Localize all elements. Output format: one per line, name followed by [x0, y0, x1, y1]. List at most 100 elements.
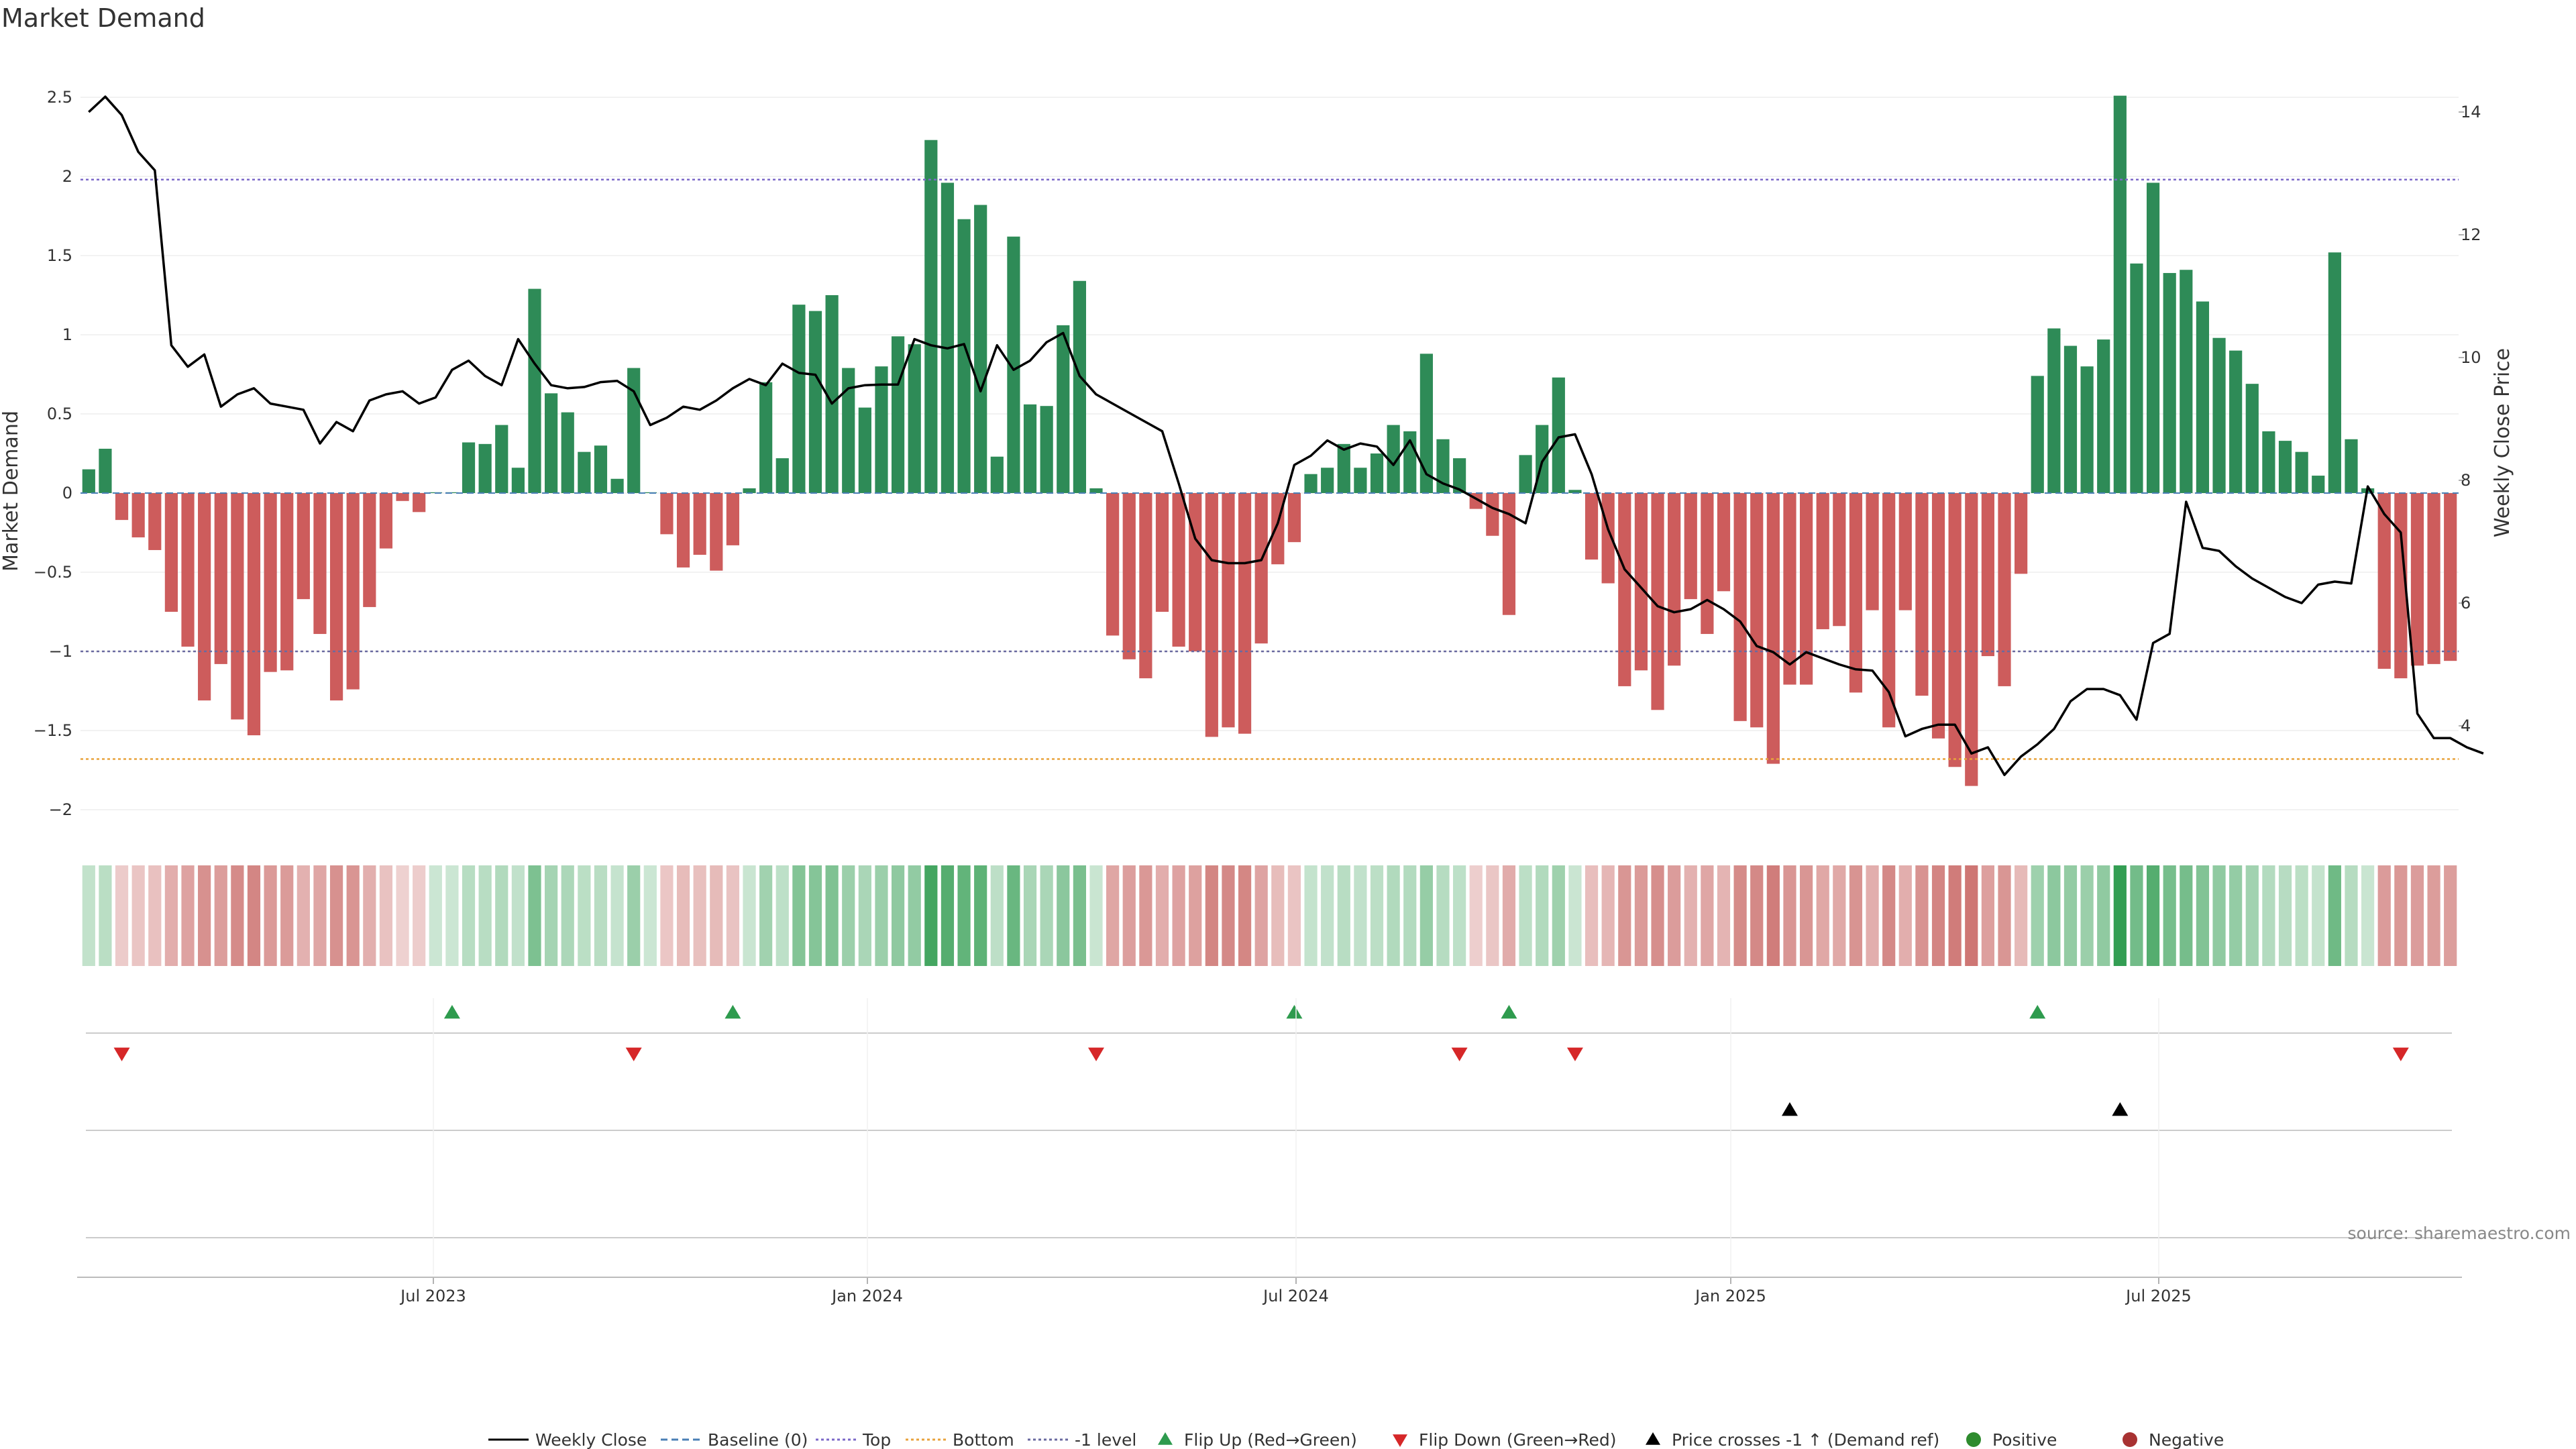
demand-bar — [1057, 325, 1070, 493]
price-layer — [88, 95, 2484, 776]
heat-cell — [2328, 865, 2341, 966]
demand-bar — [264, 493, 277, 672]
y-left-label: Market Demand — [0, 411, 23, 572]
demand-bar — [2031, 376, 2044, 493]
flip-up-marker — [2029, 1005, 2046, 1019]
heat-cell — [1651, 865, 1664, 966]
heat-cell — [1387, 865, 1400, 966]
heat-cell — [1750, 865, 1764, 966]
demand-bar — [1981, 493, 1994, 657]
demand-bar — [1089, 488, 1103, 493]
demand-bar — [1254, 493, 1268, 644]
demand-bar — [808, 311, 822, 493]
y-left-tick-label: 1 — [62, 325, 72, 344]
heat-cell — [297, 865, 310, 966]
heat-cell — [313, 865, 327, 966]
demand-bar — [693, 493, 706, 555]
legend-entry: Flip Up (Red→Green) — [1158, 1430, 1357, 1449]
heat-cell — [1634, 865, 1648, 966]
heat-cell — [2146, 865, 2160, 966]
demand-bar — [297, 493, 310, 600]
demand-bar — [1172, 493, 1185, 647]
heat-cell — [1436, 865, 1450, 966]
flip-down-marker — [2392, 1047, 2409, 1061]
y-left-tick-label: −1.5 — [34, 721, 72, 740]
heat-cell — [231, 865, 244, 966]
heat-cell — [413, 865, 426, 966]
heat-cell — [990, 865, 1004, 966]
demand-bar — [1519, 455, 1532, 493]
heat-cell — [941, 865, 955, 966]
demand-bar — [1552, 377, 1565, 493]
legend-entry: Price crosses -1 ↑ (Demand ref) — [1646, 1430, 1939, 1449]
heat-cell — [1089, 865, 1103, 966]
demand-bar — [1139, 493, 1152, 679]
demand-bar — [148, 493, 162, 550]
demand-bar — [610, 478, 624, 493]
heat-cell — [1057, 865, 1070, 966]
demand-bar — [1766, 493, 1780, 764]
heat-cell — [1948, 865, 1962, 966]
heat-cell — [891, 865, 905, 966]
demand-bar — [495, 425, 508, 493]
heat-cell — [2410, 865, 2424, 966]
y-right-tick-label: 10 — [2461, 348, 2481, 367]
demand-bar — [396, 493, 409, 501]
demand-bar — [1073, 280, 1086, 493]
heat-cell — [1931, 865, 1945, 966]
demand-bar — [1023, 404, 1037, 493]
heat-cell — [2113, 865, 2127, 966]
heat-cell — [610, 865, 624, 966]
heat-cell — [2245, 865, 2259, 966]
demand-bar — [1287, 493, 1301, 543]
heat-cell — [1189, 865, 1202, 966]
heat-cell — [775, 865, 789, 966]
demand-bar — [957, 219, 971, 493]
heat-cell — [643, 865, 657, 966]
demand-bar — [1585, 493, 1599, 560]
demand-bar — [413, 493, 426, 513]
demand-bar — [545, 393, 558, 493]
legend-entry: Negative — [2123, 1430, 2224, 1449]
heat-cell — [693, 865, 706, 966]
heat-cell — [1023, 865, 1037, 966]
heat-cell — [2163, 865, 2176, 966]
heat-cell — [148, 865, 162, 966]
heat-cell — [1733, 865, 1747, 966]
demand-bar — [2080, 366, 2094, 493]
heat-cell — [247, 865, 261, 966]
legend-label: Bottom — [953, 1430, 1014, 1449]
x-tick-label: Jan 2025 — [1694, 1287, 1766, 1305]
heat-cell — [2345, 865, 2358, 966]
heat-cell — [1684, 865, 1697, 966]
legend-swatch — [1966, 1432, 1981, 1447]
heat-cell — [1172, 865, 1185, 966]
heat-cell — [2097, 865, 2110, 966]
demand-bar — [1750, 493, 1764, 728]
heat-cell — [1915, 865, 1929, 966]
heat-cell — [1783, 865, 1796, 966]
demand-bar — [1106, 493, 1120, 636]
demand-bar — [2295, 451, 2308, 493]
x-tick-label: Jul 2023 — [399, 1287, 466, 1305]
demand-bar — [2180, 270, 2193, 493]
heat-cell — [627, 865, 641, 966]
demand-bar — [1684, 493, 1697, 600]
demand-bar — [280, 493, 294, 671]
demand-bar — [2097, 339, 2110, 493]
heat-cell — [2130, 865, 2143, 966]
legend-label: Flip Up (Red→Green) — [1184, 1430, 1357, 1449]
demand-bar — [2328, 252, 2341, 493]
y-right-label: Weekly Close Price — [2491, 348, 2514, 537]
heat-cell — [1552, 865, 1565, 966]
heat-cell — [495, 865, 508, 966]
grid-layer — [80, 97, 2459, 810]
demand-bar — [1915, 493, 1929, 696]
heat-cell — [2262, 865, 2275, 966]
heat-cell — [808, 865, 822, 966]
heat-cell — [660, 865, 674, 966]
demand-bar — [2262, 431, 2275, 493]
demand-bar — [1238, 493, 1252, 734]
demand-bar — [2047, 328, 2061, 493]
